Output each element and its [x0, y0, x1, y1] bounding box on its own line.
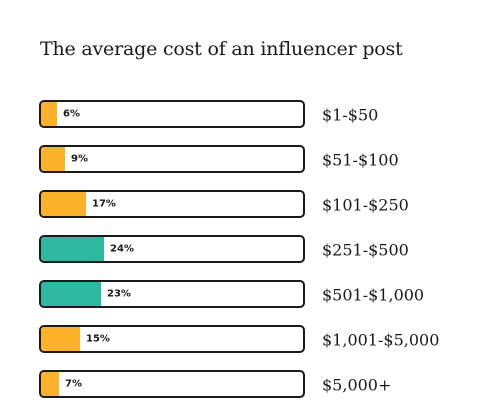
bar-track: 9% — [39, 145, 305, 173]
bar-row: 23% $501-$1,000 — [0, 279, 478, 311]
bar-track: 23% — [39, 280, 305, 308]
bar-row: 24% $251-$500 — [0, 234, 478, 266]
bar-track: 17% — [39, 190, 305, 218]
data-label: 23% — [107, 288, 131, 300]
bar-row: 9% $51-$100 — [0, 144, 478, 176]
chart-title: The average cost of an influencer post — [40, 38, 403, 60]
bar — [41, 372, 59, 396]
data-label: 17% — [92, 198, 116, 210]
bar — [41, 327, 80, 351]
bar-track: 24% — [39, 235, 305, 263]
category-label: $101-$250 — [322, 195, 409, 215]
bar-track: 6% — [39, 100, 305, 128]
category-label: $251-$500 — [322, 240, 409, 260]
bar — [41, 192, 86, 216]
category-label: $1-$50 — [322, 105, 379, 125]
category-label: $501-$1,000 — [322, 285, 425, 305]
bar-row: 17% $101-$250 — [0, 189, 478, 221]
bar — [41, 147, 65, 171]
bar-row: 7% $5,000+ — [0, 369, 478, 401]
category-label: $51-$100 — [322, 150, 399, 170]
category-label: $1,001-$5,000 — [322, 330, 440, 350]
data-label: 24% — [110, 243, 134, 255]
bar-row: 15% $1,001-$5,000 — [0, 324, 478, 356]
bar — [41, 237, 104, 261]
bar — [41, 102, 57, 126]
bar-track: 15% — [39, 325, 305, 353]
bar-track: 7% — [39, 370, 305, 398]
data-label: 6% — [63, 108, 80, 120]
data-label: 9% — [71, 153, 88, 165]
category-label: $5,000+ — [322, 375, 392, 395]
data-label: 7% — [65, 378, 82, 390]
bar-row: 6% $1-$50 — [0, 99, 478, 131]
data-label: 15% — [86, 333, 110, 345]
bar — [41, 282, 101, 306]
